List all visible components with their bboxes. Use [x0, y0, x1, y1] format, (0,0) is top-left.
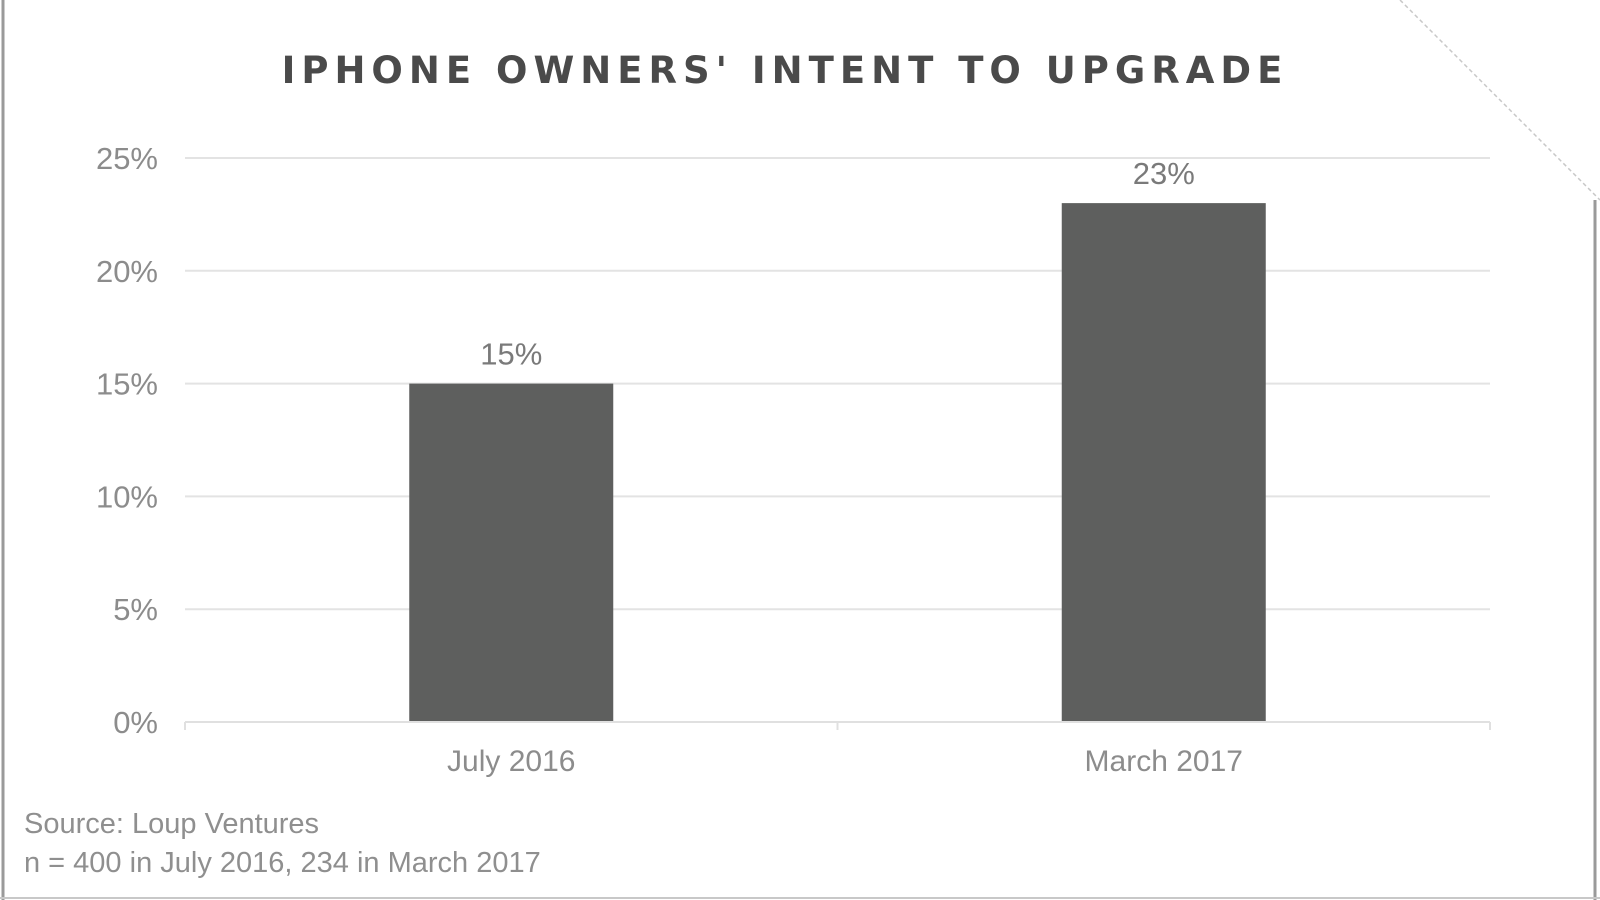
y-tick-label: 25%: [96, 141, 158, 176]
sample-size-note: n = 400 in July 2016, 234 in March 2017: [24, 847, 541, 879]
chart-title: IPHONE OWNERS' INTENT TO UPGRADE: [282, 49, 1289, 92]
bar: [409, 383, 614, 722]
bar-value-label: 23%: [1133, 156, 1195, 191]
y-tick-label: 15%: [96, 367, 158, 402]
gridlines: [185, 157, 1490, 611]
x-axis: [184, 721, 1491, 730]
source-note: Source: Loup Ventures: [24, 808, 320, 840]
bars: [409, 203, 1266, 722]
x-category-label: July 2016: [447, 745, 575, 778]
data-labels: 15% 23%: [480, 156, 1195, 371]
y-tick-label: 10%: [96, 479, 158, 514]
x-axis-category-labels: July 2016 March 2017: [447, 745, 1243, 778]
y-tick-label: 0%: [113, 705, 158, 740]
bar-value-label: 15%: [480, 337, 542, 372]
y-axis-tick-labels: 0% 5% 10% 15% 20% 25%: [96, 141, 158, 740]
bar: [1061, 203, 1266, 722]
y-tick-label: 5%: [113, 592, 158, 627]
y-tick-label: 20%: [96, 254, 158, 289]
x-category-label: March 2017: [1085, 745, 1243, 778]
